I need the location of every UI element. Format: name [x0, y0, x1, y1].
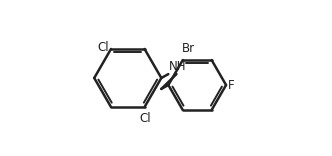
Text: F: F	[228, 78, 234, 92]
Text: NH: NH	[169, 60, 186, 73]
Text: Cl: Cl	[139, 112, 151, 125]
Text: Cl: Cl	[98, 41, 109, 54]
Text: Br: Br	[182, 42, 195, 55]
